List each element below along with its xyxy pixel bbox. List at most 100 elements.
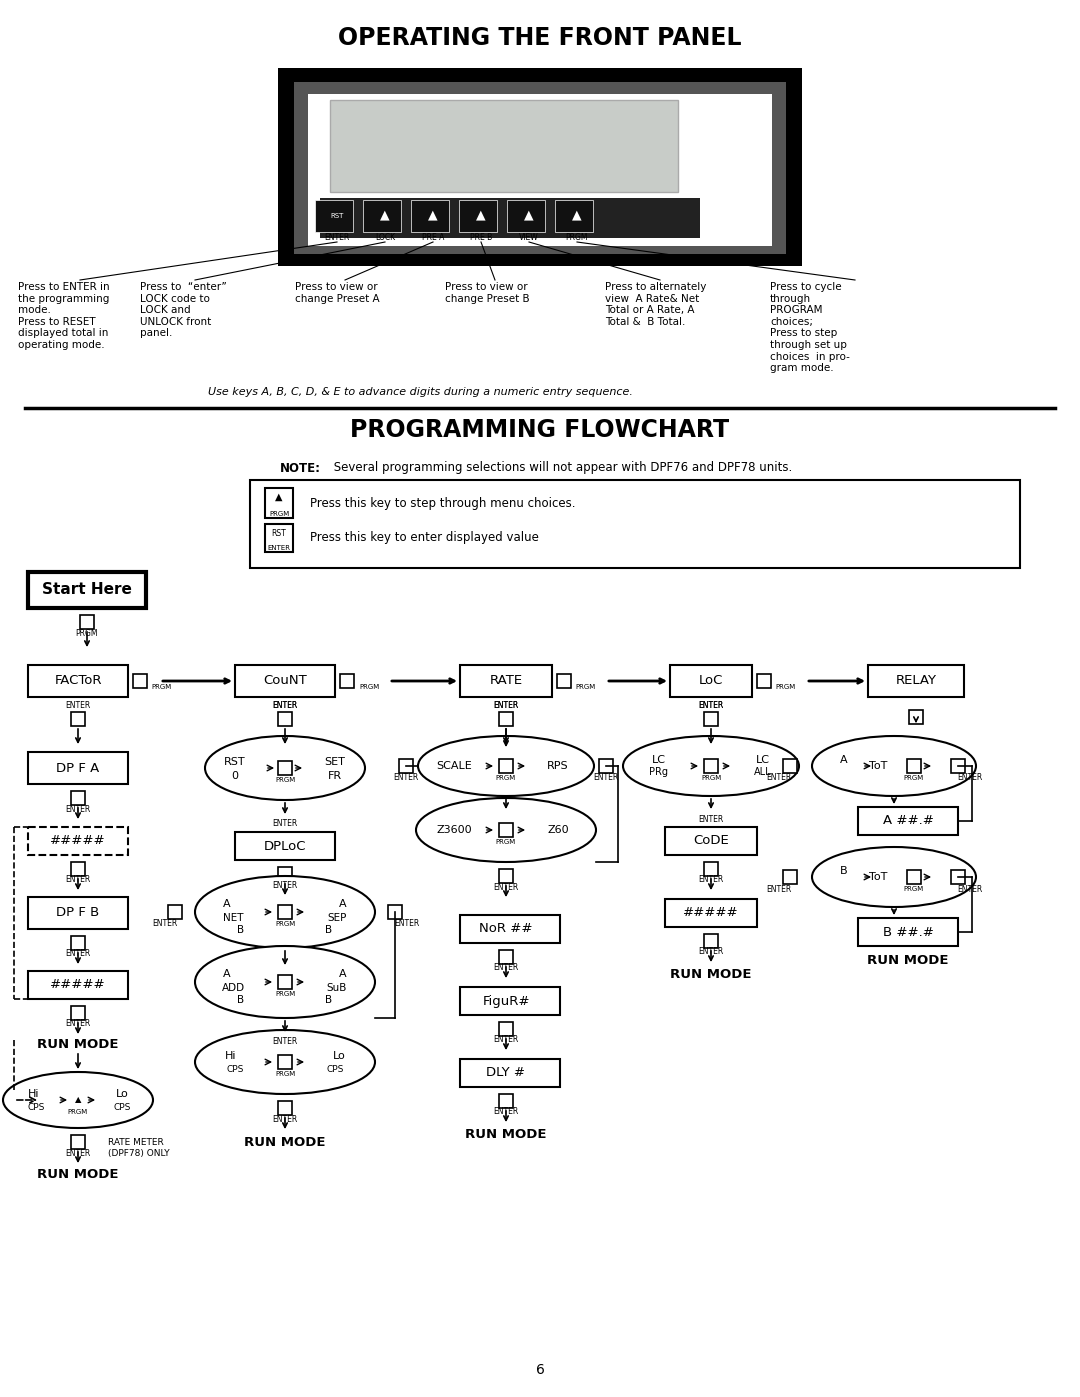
Bar bbox=[71, 862, 85, 876]
Text: RATE: RATE bbox=[489, 675, 523, 687]
Bar bbox=[704, 759, 718, 773]
Ellipse shape bbox=[195, 946, 375, 1018]
Bar bbox=[278, 975, 292, 989]
Text: PROGRAMMING FLOWCHART: PROGRAMMING FLOWCHART bbox=[350, 418, 730, 441]
Text: B ##.#: B ##.# bbox=[882, 925, 933, 939]
Text: Lo: Lo bbox=[333, 1051, 346, 1060]
Text: CoDE: CoDE bbox=[693, 834, 729, 848]
Bar bbox=[278, 1055, 292, 1069]
Ellipse shape bbox=[195, 1030, 375, 1094]
Text: PRGM: PRGM bbox=[775, 685, 796, 690]
Text: ▲: ▲ bbox=[380, 208, 390, 222]
Text: FiguR#: FiguR# bbox=[483, 995, 530, 1007]
Bar bbox=[868, 665, 964, 697]
Text: ENTER: ENTER bbox=[494, 1108, 518, 1116]
Text: ENTER: ENTER bbox=[272, 880, 298, 890]
Text: SuB: SuB bbox=[327, 983, 347, 993]
Ellipse shape bbox=[418, 736, 594, 796]
Text: ENTER: ENTER bbox=[272, 1115, 298, 1123]
Text: ENTER: ENTER bbox=[767, 884, 792, 894]
Text: SEP: SEP bbox=[327, 914, 347, 923]
Text: PRGM: PRGM bbox=[701, 775, 721, 781]
Text: PRGM: PRGM bbox=[269, 511, 289, 517]
Bar bbox=[71, 1006, 85, 1020]
Text: B: B bbox=[238, 925, 244, 935]
Text: ▲: ▲ bbox=[572, 208, 582, 222]
Bar bbox=[28, 971, 129, 999]
Text: A: A bbox=[339, 900, 347, 909]
Text: ALL: ALL bbox=[754, 767, 772, 777]
Text: PRGM: PRGM bbox=[76, 630, 98, 638]
Bar bbox=[951, 759, 966, 773]
Text: ENTER: ENTER bbox=[272, 700, 298, 710]
Text: ENTER: ENTER bbox=[699, 814, 724, 823]
Text: ENTER: ENTER bbox=[66, 700, 91, 710]
Text: Press to cycle
through
PROGRAM
choices;
Press to step
through set up
choices  in: Press to cycle through PROGRAM choices; … bbox=[770, 282, 850, 373]
Text: Press to  “enter”
LOCK code to
LOCK and
UNLOCK front
panel.: Press to “enter” LOCK code to LOCK and U… bbox=[140, 282, 227, 338]
Text: Start Here: Start Here bbox=[42, 583, 132, 598]
Text: ADD: ADD bbox=[221, 983, 244, 993]
Text: ENTER: ENTER bbox=[394, 919, 420, 929]
Text: ENTER: ENTER bbox=[494, 883, 518, 891]
Text: RST: RST bbox=[272, 529, 286, 538]
Ellipse shape bbox=[812, 736, 976, 796]
Text: ENTER: ENTER bbox=[593, 774, 619, 782]
Text: ENTER: ENTER bbox=[494, 700, 518, 710]
Text: PRGM: PRGM bbox=[566, 233, 589, 243]
Text: B: B bbox=[325, 995, 333, 1004]
Text: LOCK: LOCK bbox=[375, 233, 395, 243]
Text: LC: LC bbox=[756, 754, 770, 766]
Bar bbox=[704, 935, 718, 949]
Ellipse shape bbox=[623, 736, 799, 796]
Text: ENTER: ENTER bbox=[494, 1035, 518, 1045]
Text: PRGM: PRGM bbox=[904, 886, 924, 893]
Text: PRGM: PRGM bbox=[275, 990, 295, 997]
Text: A: A bbox=[224, 900, 231, 909]
Bar bbox=[783, 759, 797, 773]
Text: NOTE:: NOTE: bbox=[280, 461, 321, 475]
Text: ▲: ▲ bbox=[275, 492, 283, 502]
Bar bbox=[907, 870, 921, 884]
Bar bbox=[670, 665, 752, 697]
Bar bbox=[388, 905, 402, 919]
Bar bbox=[499, 950, 513, 964]
Bar bbox=[28, 571, 146, 608]
Text: LoC: LoC bbox=[699, 675, 724, 687]
Text: ENTER: ENTER bbox=[494, 700, 518, 710]
Bar bbox=[28, 752, 129, 784]
Text: ToT: ToT bbox=[868, 761, 887, 771]
Text: DP F B: DP F B bbox=[56, 907, 99, 919]
Text: B: B bbox=[325, 925, 333, 935]
Bar bbox=[499, 869, 513, 883]
Text: ENTER: ENTER bbox=[66, 1020, 91, 1028]
Text: ENTER: ENTER bbox=[957, 774, 983, 782]
Bar bbox=[499, 759, 513, 773]
Text: ENTER: ENTER bbox=[699, 700, 724, 710]
Bar bbox=[555, 200, 593, 232]
Bar bbox=[71, 712, 85, 726]
Bar bbox=[71, 1134, 85, 1148]
Bar bbox=[665, 900, 757, 928]
Text: ENTER: ENTER bbox=[66, 805, 91, 813]
Text: LC: LC bbox=[652, 754, 666, 766]
Bar bbox=[235, 833, 335, 861]
Text: CPS: CPS bbox=[27, 1104, 44, 1112]
Bar bbox=[28, 827, 129, 855]
Text: CouNT: CouNT bbox=[264, 675, 307, 687]
Text: OPERATING THE FRONT PANEL: OPERATING THE FRONT PANEL bbox=[338, 27, 742, 50]
Bar bbox=[71, 791, 85, 805]
Text: ENTER: ENTER bbox=[957, 884, 983, 894]
Text: Press to view or
change Preset B: Press to view or change Preset B bbox=[445, 282, 529, 303]
Bar bbox=[951, 870, 966, 884]
Bar bbox=[80, 615, 94, 629]
Text: ENTER: ENTER bbox=[699, 947, 724, 957]
Ellipse shape bbox=[3, 1071, 153, 1127]
Bar bbox=[909, 710, 923, 724]
Text: ENTER: ENTER bbox=[494, 964, 518, 972]
Text: ENTER: ENTER bbox=[393, 774, 419, 782]
Bar bbox=[320, 198, 700, 237]
Text: Press to ENTER in
the programming
mode.
Press to RESET
displayed total in
operat: Press to ENTER in the programming mode. … bbox=[18, 282, 110, 351]
Text: B: B bbox=[238, 995, 244, 1004]
Text: ENTER: ENTER bbox=[268, 545, 291, 550]
Text: ENTER: ENTER bbox=[324, 233, 350, 243]
